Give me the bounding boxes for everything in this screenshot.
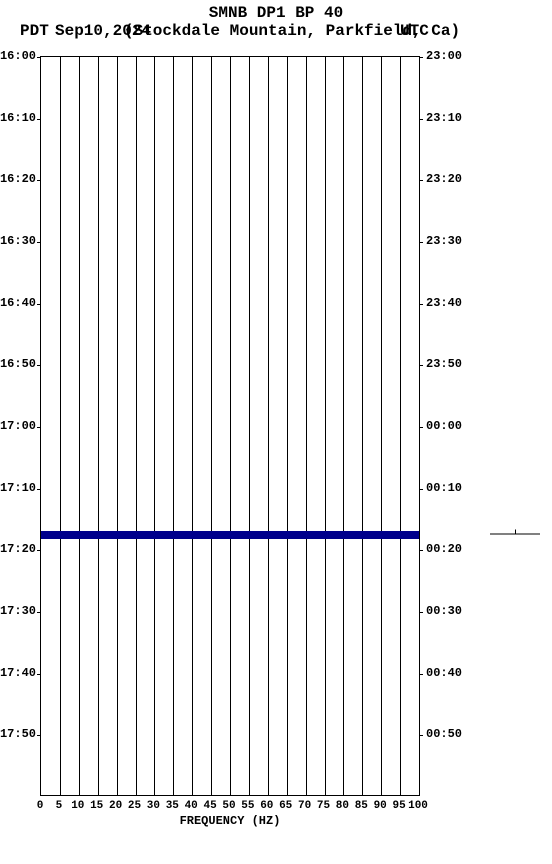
y-tick-label-left: 16:30 — [0, 234, 36, 248]
y-tick-label-right: 00:50 — [426, 727, 462, 741]
y-tick-label-left: 16:00 — [0, 49, 36, 63]
y-tick-left — [37, 304, 41, 305]
y-tick-label-right: 23:00 — [426, 49, 462, 63]
x-tick-label: 95 — [392, 800, 405, 812]
y-tick-label-left: 17:40 — [0, 666, 36, 680]
y-tick-left — [37, 180, 41, 181]
gridline-vertical — [268, 57, 269, 795]
y-tick-left — [37, 674, 41, 675]
y-tick-left — [37, 119, 41, 120]
gridline-vertical — [211, 57, 212, 795]
x-tick-label: 0 — [37, 800, 44, 812]
chart-title: SMNB DP1 BP 40 — [0, 4, 552, 22]
y-tick-label-right: 00:30 — [426, 604, 462, 618]
gridline-vertical — [154, 57, 155, 795]
y-tick-right — [419, 57, 423, 58]
tz-right-label: UTC — [400, 22, 429, 40]
y-tick-label-right: 00:10 — [426, 481, 462, 495]
legend-mark — [490, 533, 540, 534]
gridline-vertical — [98, 57, 99, 795]
gridline-vertical — [249, 57, 250, 795]
plot-area — [40, 56, 420, 796]
y-tick-label-right: 23:20 — [426, 172, 462, 186]
x-tick-label: 5 — [56, 800, 63, 812]
x-tick-label: 10 — [71, 800, 84, 812]
x-tick-label: 55 — [241, 800, 254, 812]
x-tick-label: 25 — [128, 800, 141, 812]
gridline-vertical — [381, 57, 382, 795]
x-axis-labels: 0510152025303540455055606570758085909510… — [40, 800, 420, 814]
y-tick-label-left: 16:20 — [0, 172, 36, 186]
y-tick-right — [419, 612, 423, 613]
gridline-vertical — [136, 57, 137, 795]
y-tick-label-right: 00:00 — [426, 419, 462, 433]
y-tick-label-right: 00:20 — [426, 542, 462, 556]
y-tick-label-left: 17:50 — [0, 727, 36, 741]
x-tick-label: 35 — [166, 800, 179, 812]
gridline-vertical — [192, 57, 193, 795]
x-axis-title: FREQUENCY (HZ) — [40, 814, 420, 828]
x-tick-label: 40 — [185, 800, 198, 812]
y-tick-label-left: 16:50 — [0, 357, 36, 371]
y-tick-left — [37, 735, 41, 736]
x-tick-label: 30 — [147, 800, 160, 812]
y-tick-label-right: 00:40 — [426, 666, 462, 680]
y-tick-label-left: 17:10 — [0, 481, 36, 495]
y-tick-left — [37, 612, 41, 613]
x-tick-label: 45 — [203, 800, 216, 812]
x-tick-label: 15 — [90, 800, 103, 812]
y-tick-right — [419, 674, 423, 675]
x-tick-label: 75 — [317, 800, 330, 812]
y-tick-right — [419, 119, 423, 120]
gridline-vertical — [230, 57, 231, 795]
gridline-vertical — [60, 57, 61, 795]
y-tick-left — [37, 242, 41, 243]
gridline-vertical — [306, 57, 307, 795]
y-tick-label-left: 16:40 — [0, 296, 36, 310]
gridline-vertical — [362, 57, 363, 795]
x-tick-label: 80 — [336, 800, 349, 812]
y-tick-label-left: 17:20 — [0, 542, 36, 556]
y-tick-left — [37, 427, 41, 428]
y-tick-right — [419, 180, 423, 181]
gridline-vertical — [117, 57, 118, 795]
y-tick-right — [419, 304, 423, 305]
y-tick-right — [419, 242, 423, 243]
y-tick-right — [419, 427, 423, 428]
y-tick-right — [419, 550, 423, 551]
x-tick-label: 90 — [374, 800, 387, 812]
gridline-vertical — [287, 57, 288, 795]
y-tick-label-left: 17:00 — [0, 419, 36, 433]
y-tick-label-left: 16:10 — [0, 111, 36, 125]
x-tick-label: 20 — [109, 800, 122, 812]
gridline-vertical — [79, 57, 80, 795]
y-tick-label-right: 23:10 — [426, 111, 462, 125]
y-tick-left — [37, 550, 41, 551]
y-tick-label-right: 23:40 — [426, 296, 462, 310]
tz-left-label: PDT — [20, 22, 49, 40]
y-tick-right — [419, 735, 423, 736]
x-tick-label: 100 — [408, 800, 428, 812]
y-tick-label-right: 23:30 — [426, 234, 462, 248]
gridline-vertical — [325, 57, 326, 795]
y-tick-label-right: 23:50 — [426, 357, 462, 371]
data-band — [41, 531, 419, 539]
x-tick-label: 70 — [298, 800, 311, 812]
y-tick-right — [419, 489, 423, 490]
y-tick-left — [37, 489, 41, 490]
y-tick-left — [37, 57, 41, 58]
gridline-vertical — [343, 57, 344, 795]
gridline-vertical — [400, 57, 401, 795]
y-tick-label-left: 17:30 — [0, 604, 36, 618]
x-tick-label: 50 — [222, 800, 235, 812]
y-tick-right — [419, 365, 423, 366]
gridline-vertical — [173, 57, 174, 795]
x-tick-label: 85 — [355, 800, 368, 812]
chart-container: SMNB DP1 BP 40 PDT Sep10,2024 (Stockdale… — [0, 0, 552, 864]
legend-tick — [515, 529, 516, 534]
x-tick-label: 65 — [279, 800, 292, 812]
y-tick-left — [37, 365, 41, 366]
x-tick-label: 60 — [260, 800, 273, 812]
